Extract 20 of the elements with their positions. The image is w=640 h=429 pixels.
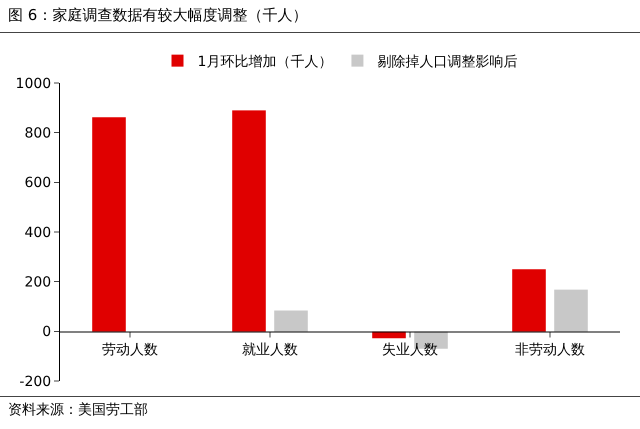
x-tick-label: 就业人数	[242, 342, 298, 358]
bar	[554, 290, 588, 332]
y-tick-label: -200	[19, 374, 52, 390]
bar	[232, 110, 266, 332]
legend-label: 剔除掉人口调整影响后	[377, 54, 518, 70]
y-tick-label: 0	[42, 324, 52, 340]
x-tick-label: 失业人数	[382, 342, 438, 358]
y-tick-label: 800	[24, 126, 52, 142]
bar	[92, 117, 126, 332]
legend-label: 1月环比增加（千人）	[198, 54, 332, 70]
text: 资料来源：美国劳工部	[0, 396, 640, 423]
y-tick-label: 600	[24, 175, 52, 192]
bar	[512, 269, 546, 332]
y-tick-label: 200	[24, 274, 52, 291]
y-tick-label: 1000	[16, 76, 52, 92]
x-tick-label: 非劳动人数	[515, 342, 585, 358]
bar	[274, 310, 308, 332]
y-tick-label: 400	[24, 224, 52, 241]
x-tick-label: 劳动人数	[102, 342, 158, 358]
chart-title: 图 6：家庭调查数据有较大幅度调整（千人）	[0, 0, 640, 33]
